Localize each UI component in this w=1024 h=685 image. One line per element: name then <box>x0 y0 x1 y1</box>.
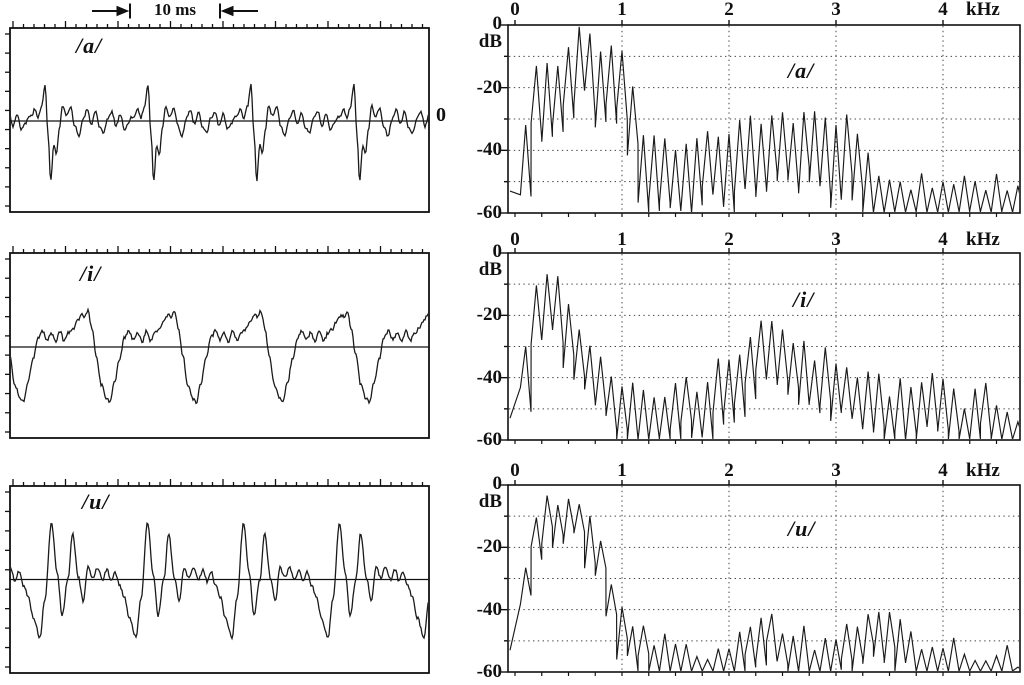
db-tick-label: -60 <box>476 661 502 682</box>
khz-tick-label: 3 <box>831 229 841 250</box>
waveform-u-label: /u/ <box>82 489 110 514</box>
db-tick-label: -60 <box>476 202 502 223</box>
spectrum-i-label: /i/ <box>793 287 815 312</box>
waveform-trace-a <box>11 83 428 182</box>
khz-tick-label: 0 <box>510 229 520 250</box>
waveform-trace-u <box>11 522 428 641</box>
khz-unit-label: kHz <box>966 229 1000 250</box>
waveform-panel-border <box>9 27 430 213</box>
khz-tick-label: 4 <box>938 460 948 481</box>
db-tick-label: -60 <box>476 429 502 450</box>
spectrum-trace-a <box>509 26 1019 212</box>
khz-tick-label: 1 <box>617 0 627 20</box>
db-tick-label: -40 <box>476 139 502 161</box>
time-scale-arrows-icon <box>92 3 258 19</box>
db-tick-label: -40 <box>476 598 502 620</box>
db-tick-label: 0 <box>492 241 503 262</box>
db-tick-label: -20 <box>476 76 502 98</box>
db-axis-label: dB <box>478 491 502 512</box>
khz-tick-label: 0 <box>510 0 520 20</box>
waveform-a-label: /a/ <box>76 33 103 58</box>
spectrum-trace-u <box>509 495 1019 671</box>
khz-tick-label: 3 <box>831 0 841 20</box>
khz-unit-label: kHz <box>966 460 1000 481</box>
db-axis-label: dB <box>478 31 502 52</box>
khz-tick-label: 4 <box>938 0 948 20</box>
spectrum-a-label: /a/ <box>788 58 815 83</box>
khz-tick-label: 2 <box>724 460 734 481</box>
khz-tick-label: 4 <box>938 229 948 250</box>
waveform-zero-label: 0 <box>436 104 446 126</box>
db-tick-label: -20 <box>476 536 502 558</box>
db-tick-label: 0 <box>492 473 503 494</box>
db-tick-label: -40 <box>476 366 502 388</box>
db-tick-label: 0 <box>492 13 503 34</box>
khz-tick-label: 2 <box>724 0 734 20</box>
waveform-panel-border <box>9 485 430 674</box>
waveform-trace-i <box>11 307 428 405</box>
db-tick-label: -20 <box>476 304 502 326</box>
spectrum-trace-i <box>509 274 1019 439</box>
khz-tick-label: 0 <box>510 460 520 481</box>
spectrum-u-label: /u/ <box>788 516 816 541</box>
time-scale-label: 10 ms <box>153 0 197 19</box>
waveform-i-label: /i/ <box>80 261 102 286</box>
db-axis-label: dB <box>478 259 502 280</box>
khz-tick-label: 1 <box>617 229 627 250</box>
khz-tick-label: 3 <box>831 460 841 481</box>
khz-tick-label: 1 <box>617 460 627 481</box>
khz-tick-label: 2 <box>724 229 734 250</box>
waveform-panel-border <box>9 252 430 439</box>
khz-unit-label: kHz <box>966 0 1000 20</box>
